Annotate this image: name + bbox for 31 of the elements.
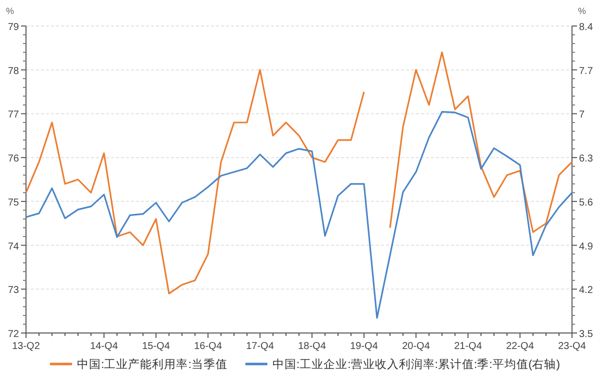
y2-tick-label: 3.5 (579, 329, 594, 340)
y-axis-title: % (6, 6, 14, 16)
x-tick-label: 22-Q4 (506, 341, 534, 352)
x-tick-label: 16-Q4 (194, 341, 222, 352)
x-tick-label: 14-Q4 (90, 341, 118, 352)
legend-label: 中国:工业产能利用率:当季值 (77, 357, 228, 371)
y2-tick-label: 6.3 (579, 154, 594, 165)
x-tick-label: 21-Q4 (454, 341, 482, 352)
x-tick-label: 23-Q4 (558, 341, 586, 352)
y-tick-label: 72 (8, 329, 20, 340)
y2-tick-label: 7 (579, 110, 585, 121)
x-tick-label: 15-Q4 (142, 341, 170, 352)
x-tick-label: 20-Q4 (402, 341, 430, 352)
y-tick-label: 77 (8, 110, 20, 121)
y2-tick-label: 8.4 (579, 22, 594, 33)
x-tick-label: 13-Q2 (12, 341, 40, 352)
y2-tick-label: 5.6 (579, 197, 594, 208)
y2-tick-label: 4.9 (579, 241, 594, 252)
y-tick-label: 75 (8, 197, 20, 208)
y-tick-label: 78 (8, 66, 20, 77)
y2-tick-label: 4.2 (579, 285, 594, 296)
y-tick-label: 73 (8, 285, 20, 296)
legend-label: 中国:工业企业:营业收入利润率:累计值:季:平均值(右轴) (272, 357, 560, 371)
y2-axis-title: % (578, 6, 586, 16)
x-tick-label: 17-Q4 (246, 341, 274, 352)
y2-tick-label: 7.7 (579, 66, 594, 77)
y-tick-label: 79 (8, 22, 20, 33)
x-tick-label: 19-Q4 (350, 341, 378, 352)
y-tick-label: 74 (8, 241, 20, 252)
x-tick-label: 18-Q4 (298, 341, 326, 352)
y-tick-label: 76 (8, 154, 20, 165)
